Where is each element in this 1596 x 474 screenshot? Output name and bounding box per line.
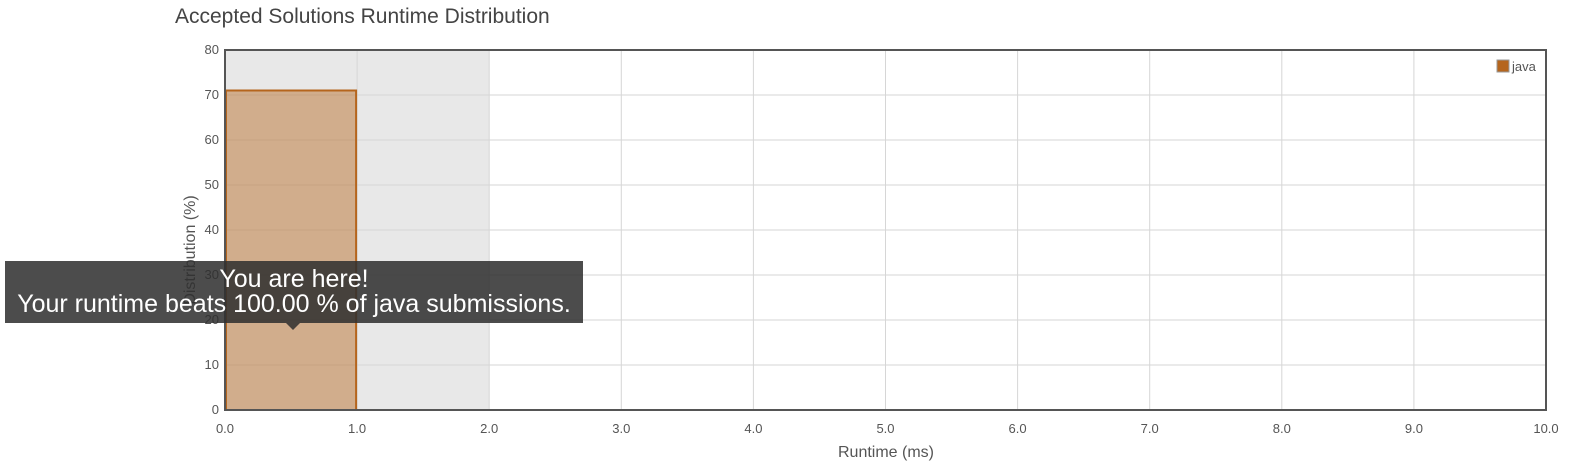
y-tick-label: 50 [205, 177, 219, 192]
x-tick-label: 6.0 [1009, 421, 1027, 436]
bar-java [225, 89, 358, 411]
x-tick-label: 0.0 [216, 421, 234, 436]
x-axis-label: Runtime (ms) [838, 444, 934, 461]
tooltip-arrow [286, 323, 300, 330]
runtime-tooltip: You are here! Your runtime beats 100.00 … [5, 261, 583, 330]
y-tick-label: 70 [205, 87, 219, 102]
x-tick-label: 2.0 [480, 421, 498, 436]
y-tick-label: 10 [205, 357, 219, 372]
y-tick-label: 60 [205, 132, 219, 147]
x-tick-label: 5.0 [876, 421, 894, 436]
legend-swatch-java [1496, 59, 1510, 73]
y-tick-label: 40 [205, 222, 219, 237]
x-tick-label: 3.0 [612, 421, 630, 436]
chart-title: Accepted Solutions Runtime Distribution [175, 5, 550, 28]
tooltip-line-2: Your runtime beats 100.00 % of java subm… [17, 290, 571, 318]
legend-label-java: java [1511, 59, 1537, 74]
legend[interactable]: java [1496, 59, 1537, 74]
x-tick-label: 1.0 [348, 421, 366, 436]
plot-border [224, 49, 1547, 411]
x-tick-label: 10.0 [1533, 421, 1558, 436]
x-tick-label: 8.0 [1273, 421, 1291, 436]
tooltip-line-1: You are here! [219, 265, 369, 293]
x-tick-label: 9.0 [1405, 421, 1423, 436]
y-tick-label: 80 [205, 42, 219, 57]
y-tick-label: 0 [212, 402, 219, 417]
x-tick-label: 7.0 [1141, 421, 1159, 436]
x-tick-label: 4.0 [744, 421, 762, 436]
